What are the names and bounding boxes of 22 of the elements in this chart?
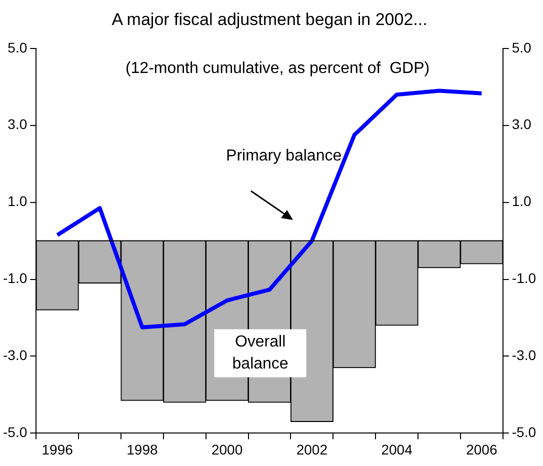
y-tick-label: -3.0 bbox=[3, 347, 28, 364]
y2-tick-label: 5.0 bbox=[512, 39, 532, 56]
chart-title: A major fiscal adjustment began in 2002... bbox=[112, 10, 428, 29]
y-tick-label: 3.0 bbox=[8, 116, 28, 132]
x-tick-label: 1998 bbox=[126, 441, 158, 458]
y-tick-label: -5.0 bbox=[3, 424, 28, 440]
y-tick-label: 1.0 bbox=[8, 193, 28, 210]
y2-tick-label: 1.0 bbox=[512, 193, 532, 210]
y2-tick-label: -1.0 bbox=[512, 270, 536, 286]
x-tick-label: 2000 bbox=[211, 441, 243, 458]
y-tick-label: -1.0 bbox=[3, 270, 28, 286]
x-tick-label: 1996 bbox=[42, 441, 74, 458]
y2-tick-label: -5.0 bbox=[512, 424, 536, 440]
annotation: (12-month cumulative, as percent of GDP) bbox=[125, 60, 430, 77]
x-tick-label: 2006 bbox=[466, 441, 498, 458]
y2-tick-label: -3.0 bbox=[512, 347, 536, 364]
y-tick-label: 5.0 bbox=[8, 39, 28, 56]
series-label: Overall balance bbox=[232, 334, 288, 373]
series-label: Primary balance bbox=[226, 148, 342, 165]
x-tick-label: 2002 bbox=[296, 441, 328, 458]
x-tick-label: 2004 bbox=[381, 441, 413, 458]
y2-tick-label: 3.0 bbox=[512, 116, 532, 132]
